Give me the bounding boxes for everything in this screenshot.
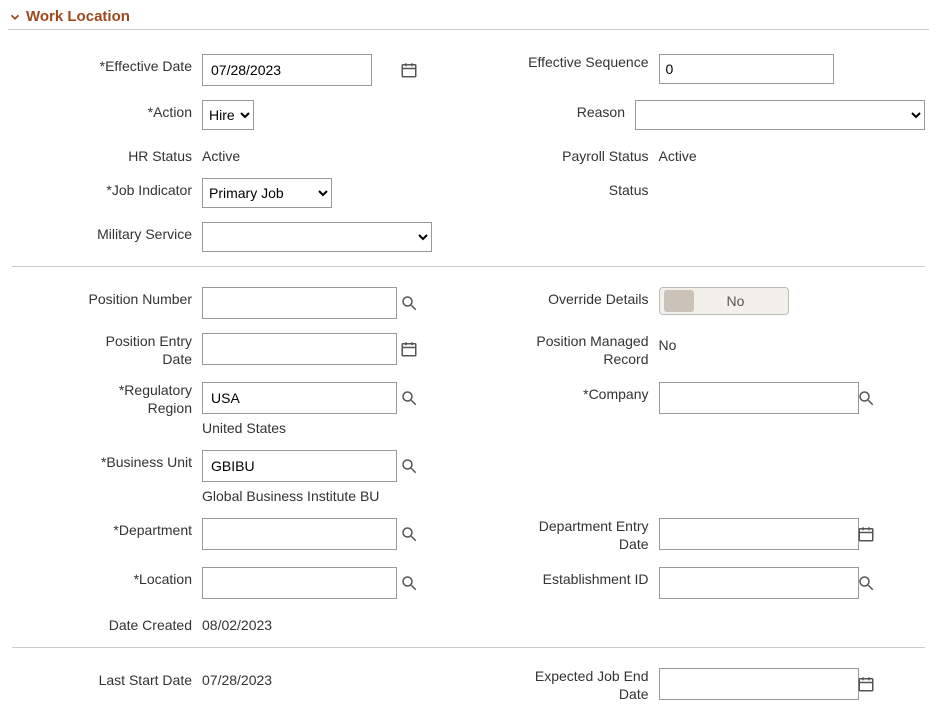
position-number-input[interactable] (203, 288, 400, 318)
label-override-details: Override Details (469, 287, 659, 307)
calendar-icon[interactable] (400, 55, 418, 85)
business-unit-input[interactable] (203, 451, 400, 481)
label-status: Status (469, 178, 659, 198)
search-icon[interactable] (857, 383, 875, 413)
department-field[interactable] (202, 518, 397, 550)
label-payroll-status: Payroll Status (469, 144, 659, 164)
regulatory-region-desc: United States (202, 420, 469, 436)
reason-select[interactable] (635, 100, 925, 130)
label-military-service: Military Service (12, 222, 202, 242)
label-effective-date: *Effective Date (12, 54, 202, 74)
department-entry-date-field[interactable] (659, 518, 859, 550)
search-icon[interactable] (857, 568, 875, 598)
search-icon[interactable] (400, 288, 418, 318)
label-position-number: Position Number (12, 287, 202, 307)
status-value (659, 178, 926, 182)
label-position-managed-record: Position ManagedRecord (469, 333, 659, 368)
section-header[interactable]: Work Location (8, 8, 929, 30)
expected-job-end-date-input[interactable] (660, 669, 857, 699)
calendar-icon[interactable] (857, 519, 875, 549)
regulatory-region-field[interactable] (202, 382, 397, 414)
label-location: *Location (12, 567, 202, 587)
job-indicator-select[interactable]: Primary Job (202, 178, 332, 208)
hr-status-value: Active (202, 144, 469, 164)
location-input[interactable] (203, 568, 400, 598)
label-department: *Department (12, 518, 202, 538)
company-input[interactable] (660, 383, 857, 413)
label-expected-job-end-date: Expected Job EndDate (469, 668, 659, 703)
label-business-unit: *Business Unit (12, 450, 202, 470)
position-number-field[interactable] (202, 287, 397, 319)
calendar-icon[interactable] (857, 669, 875, 699)
chevron-down-icon (8, 10, 22, 24)
establishment-id-field[interactable] (659, 567, 859, 599)
last-start-date-value: 07/28/2023 (202, 668, 469, 688)
department-input[interactable] (203, 519, 400, 549)
label-company: *Company (469, 382, 659, 402)
work-location-form: *Effective Date Effective Sequence *Acti… (8, 54, 929, 703)
label-job-indicator: *Job Indicator (12, 178, 202, 198)
position-entry-date-field[interactable] (202, 333, 397, 365)
label-department-entry-date: Department EntryDate (469, 518, 659, 553)
divider (12, 647, 925, 648)
position-entry-date-input[interactable] (203, 334, 400, 364)
date-created-value: 08/02/2023 (202, 613, 469, 633)
divider (12, 266, 925, 267)
label-position-entry-date: Position EntryDate (12, 333, 202, 368)
search-icon[interactable] (400, 568, 418, 598)
label-date-created: Date Created (12, 613, 202, 633)
effective-date-input[interactable] (203, 55, 400, 85)
search-icon[interactable] (400, 451, 418, 481)
business-unit-desc: Global Business Institute BU (202, 488, 469, 504)
position-managed-record-value: No (659, 333, 926, 353)
military-service-select[interactable] (202, 222, 432, 252)
label-regulatory-region: *RegulatoryRegion (12, 382, 202, 417)
calendar-icon[interactable] (400, 334, 418, 364)
label-establishment-id: Establishment ID (469, 567, 659, 587)
label-effective-sequence: Effective Sequence (469, 54, 659, 72)
effective-sequence-input[interactable] (659, 54, 834, 84)
payroll-status-value: Active (659, 144, 926, 164)
effective-date-field[interactable] (202, 54, 372, 86)
action-select[interactable]: Hire (202, 100, 254, 130)
search-icon[interactable] (400, 519, 418, 549)
company-field[interactable] (659, 382, 859, 414)
label-reason: Reason (469, 100, 636, 120)
search-icon[interactable] (400, 383, 418, 413)
toggle-label: No (698, 293, 788, 309)
establishment-id-input[interactable] (660, 568, 857, 598)
section-title: Work Location (26, 8, 130, 25)
business-unit-field[interactable] (202, 450, 397, 482)
label-hr-status: HR Status (12, 144, 202, 164)
expected-job-end-date-field[interactable] (659, 668, 859, 700)
toggle-knob (664, 290, 694, 312)
label-action: *Action (12, 100, 202, 120)
location-field[interactable] (202, 567, 397, 599)
label-last-start-date: Last Start Date (12, 668, 202, 688)
regulatory-region-input[interactable] (203, 383, 400, 413)
department-entry-date-input[interactable] (660, 519, 857, 549)
override-details-toggle[interactable]: No (659, 287, 789, 315)
